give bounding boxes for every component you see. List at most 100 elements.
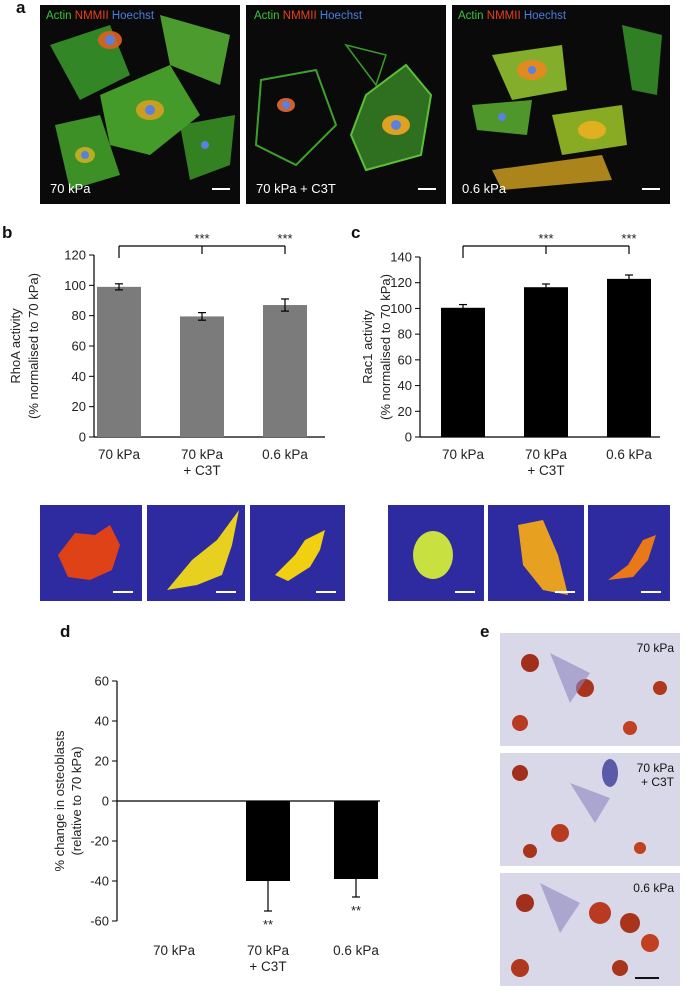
significance-label: ** <box>263 917 273 932</box>
x-tick-label: 70 kPa <box>525 447 568 462</box>
condition-label: 70 kPa <box>50 181 91 196</box>
x-tick-label: + C3T <box>249 959 286 974</box>
staining-label-line1: 70 kPa <box>636 641 674 655</box>
y-tick-label: 0 <box>405 430 412 445</box>
fluorescence-image <box>50 15 235 190</box>
x-tick-label: 0.6 kPa <box>606 447 652 462</box>
scale-bar <box>216 591 236 593</box>
fluorescence-image <box>472 25 662 190</box>
bar <box>263 305 307 437</box>
y-tick-label: -60 <box>90 914 109 929</box>
y-tick-label: 80 <box>72 308 86 323</box>
scale-bar <box>113 591 133 593</box>
y-axis-label-line2: (relative to 70 kPa) <box>69 746 84 855</box>
y-tick-label: 20 <box>398 404 412 419</box>
scale-bar <box>642 188 660 190</box>
y-axis-label: % change in osteoblasts <box>52 730 67 871</box>
y-tick-label: 0 <box>79 430 86 445</box>
stain-actin-label: Actin <box>254 10 280 22</box>
y-axis-label: RhoA activity <box>8 308 23 384</box>
y-tick-label: 100 <box>64 278 86 293</box>
rhoa-activity-chart: 0 20 40 60 80 100 120 RhoA activity (% normalise… <box>8 231 325 478</box>
x-tick-label: + C3T <box>183 463 220 478</box>
y-axis-label-line2: (% normalised to 70 kPa) <box>378 274 393 420</box>
x-tick-label: 70 kPa <box>98 447 141 462</box>
x-tick-label: 70 kPa <box>442 447 485 462</box>
scale-bar <box>555 591 575 593</box>
y-tick-label: 20 <box>72 399 86 414</box>
stain-hoechst-label: Hoechst <box>319 10 363 22</box>
staining-label-line2: + C3T <box>640 775 674 789</box>
y-tick-label: 60 <box>398 352 412 367</box>
scale-bar <box>212 188 230 190</box>
y-axis-label-line2: (% normalised to 70 kPa) <box>26 273 41 419</box>
bar <box>607 278 651 437</box>
stain-nmm-label: NMMII <box>282 10 317 22</box>
x-tick-label: 70 kPa <box>247 943 290 958</box>
stain-nmm-label: NMMII <box>486 10 521 22</box>
stain-actin-label: Actin <box>458 10 484 22</box>
x-tick-label: + C3T <box>527 463 564 478</box>
bar <box>97 286 141 437</box>
x-tick-label: 70 kPa <box>153 943 196 958</box>
rhoa-activity-image-70kpa-c3t <box>147 505 245 601</box>
y-tick-label: 120 <box>390 275 412 290</box>
y-tick-label: 0 <box>102 794 109 809</box>
y-tick-label: 40 <box>398 378 412 393</box>
staining-label-line1: 0.6 kPa <box>633 881 674 895</box>
x-tick-label: 70 kPa <box>181 447 224 462</box>
staining-label-line1: 70 kPa <box>636 761 674 775</box>
y-tick-label: 20 <box>95 754 109 769</box>
scale-bar <box>455 591 475 593</box>
scale-bar <box>316 591 336 593</box>
y-tick-label: 40 <box>72 369 86 384</box>
significance-label: *** <box>277 231 292 246</box>
scale-bar <box>418 188 436 190</box>
panel-b-letter: b <box>2 223 13 242</box>
rac1-activity-image-0-6kpa <box>588 505 670 601</box>
staining-image-70kpa-c3t: 70 kPa + C3T <box>500 753 680 866</box>
y-tick-label: 60 <box>95 674 109 689</box>
stain-hoechst-label: Hoechst <box>111 10 155 22</box>
panel-a-letter: a <box>16 0 26 17</box>
staining-image-70kpa: 70 kPa <box>500 633 680 746</box>
condition-label: 70 kPa + C3T <box>256 181 336 196</box>
y-tick-label: -20 <box>90 834 109 849</box>
rhoa-activity-image-0-6kpa <box>250 505 345 601</box>
y-tick-label: 60 <box>72 339 86 354</box>
rac1-activity-chart: 0 20 40 60 80 100 120 140 Rac1 activity (% normal… <box>360 231 660 478</box>
micrograph-70kpa-c3t: Actin NMMII Hoechst 70 kPa + C3T <box>246 5 446 204</box>
fluorescence-image <box>254 43 433 172</box>
y-tick-label: 120 <box>64 248 86 263</box>
significance-label: *** <box>194 231 209 246</box>
micrograph-70kpa: Actin NMMII Hoechst 70 kPa <box>40 5 240 204</box>
stain-nmm-label: NMMII <box>74 10 109 22</box>
y-tick-label: 140 <box>390 250 412 265</box>
stain-actin-label: Actin <box>46 10 72 22</box>
panel-e-letter: e <box>480 622 490 641</box>
y-tick-label: -40 <box>90 874 109 889</box>
rac1-activity-image-70kpa <box>388 505 484 601</box>
bar <box>524 287 568 437</box>
condition-label: 0.6 kPa <box>462 181 507 196</box>
rhoa-activity-image-70kpa <box>40 505 142 601</box>
staining-image-0-6kpa: 0.6 kPa <box>500 873 680 986</box>
significance-label: *** <box>621 231 636 246</box>
significance-label: *** <box>538 231 553 246</box>
micrograph-0-6kpa: Actin NMMII Hoechst 0.6 kPa <box>452 5 670 204</box>
x-tick-label: 0.6 kPa <box>262 447 308 462</box>
y-axis-label: Rac1 activity <box>360 310 375 384</box>
rac1-activity-image-70kpa-c3t <box>488 505 584 601</box>
y-tick-label: 100 <box>390 301 412 316</box>
panel-d-letter: d <box>60 622 71 641</box>
stain-hoechst-label: Hoechst <box>523 10 567 22</box>
x-tick-label: 0.6 kPa <box>333 943 379 958</box>
bar <box>441 307 485 437</box>
significance-label: ** <box>351 903 361 918</box>
bar <box>180 316 224 437</box>
osteoblast-change-chart: -60 -40 -20 0 20 40 60 % change in osteoblasts(… <box>52 674 380 974</box>
scale-bar <box>641 591 661 593</box>
y-tick-label: 40 <box>95 714 109 729</box>
y-tick-label: 80 <box>398 327 412 342</box>
panel-c-letter: c <box>351 223 361 242</box>
